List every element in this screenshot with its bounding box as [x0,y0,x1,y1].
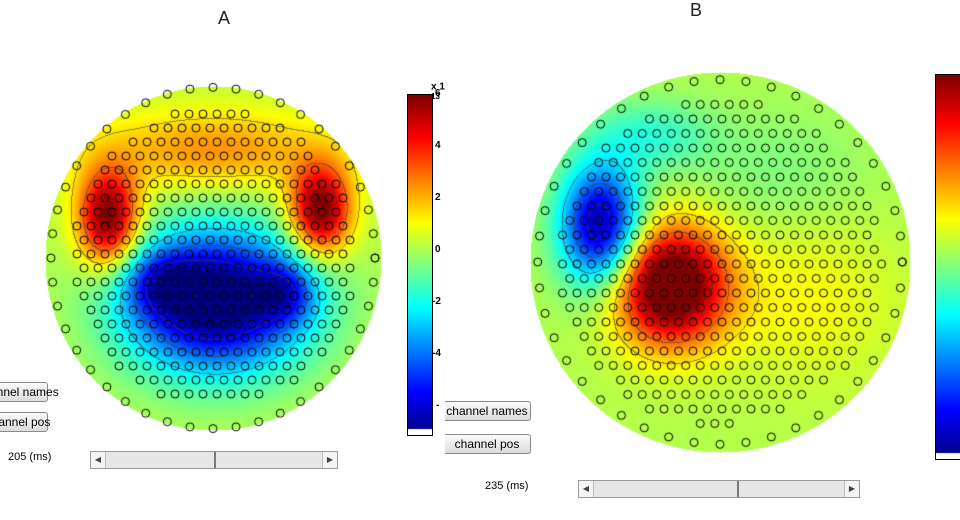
panel-title-b: B [690,0,703,20]
colorbar-tick: 4 [435,140,441,151]
colorbar-tick: 2 [435,192,441,203]
arrow-left-icon[interactable]: ◀ [579,481,594,497]
slider-track-a[interactable] [106,452,322,468]
topography-map-b [445,0,960,520]
channel-pos-button-a[interactable]: channel pos [0,412,50,432]
arrow-left-icon[interactable]: ◀ [91,452,106,468]
channel-pos-button-b[interactable]: channel pos [445,434,531,454]
channel-names-button-b[interactable]: channel names [445,401,531,421]
arrow-right-icon[interactable]: ▶ [322,452,337,468]
slider-thumb-a[interactable] [214,452,216,468]
slider-thumb-b[interactable] [736,481,739,497]
colorbar-tick: -2 [432,296,441,307]
colorbar-a [407,94,433,436]
time-label-b: 235 (ms) [485,480,529,492]
time-label-a: 205 (ms) [8,451,52,463]
colorbar-tick: - [436,400,440,411]
colorbar-b [935,74,960,460]
arrow-right-icon[interactable]: ▶ [844,481,859,497]
topoplot-panel-a: A channel names channel pos 205 (ms) ◀ ▶… [0,0,445,520]
colorbar-tick: 6 [435,88,441,99]
slider-track-b[interactable] [594,481,844,497]
colorbar-tick: 0 [435,244,441,255]
panel-title-a: A [218,8,231,28]
colorbar-exponent: x 10-13 [431,81,445,102]
channel-names-button-a[interactable]: channel names [0,382,59,402]
time-slider-a[interactable]: ◀ ▶ [90,451,338,469]
topography-map-a [0,0,445,520]
topoplot-panel-b: B channel names channel pos 235 (ms) ◀ ▶ [445,0,960,520]
time-slider-b[interactable]: ◀ ▶ [578,480,860,498]
colorbar-tick: -4 [432,348,441,359]
